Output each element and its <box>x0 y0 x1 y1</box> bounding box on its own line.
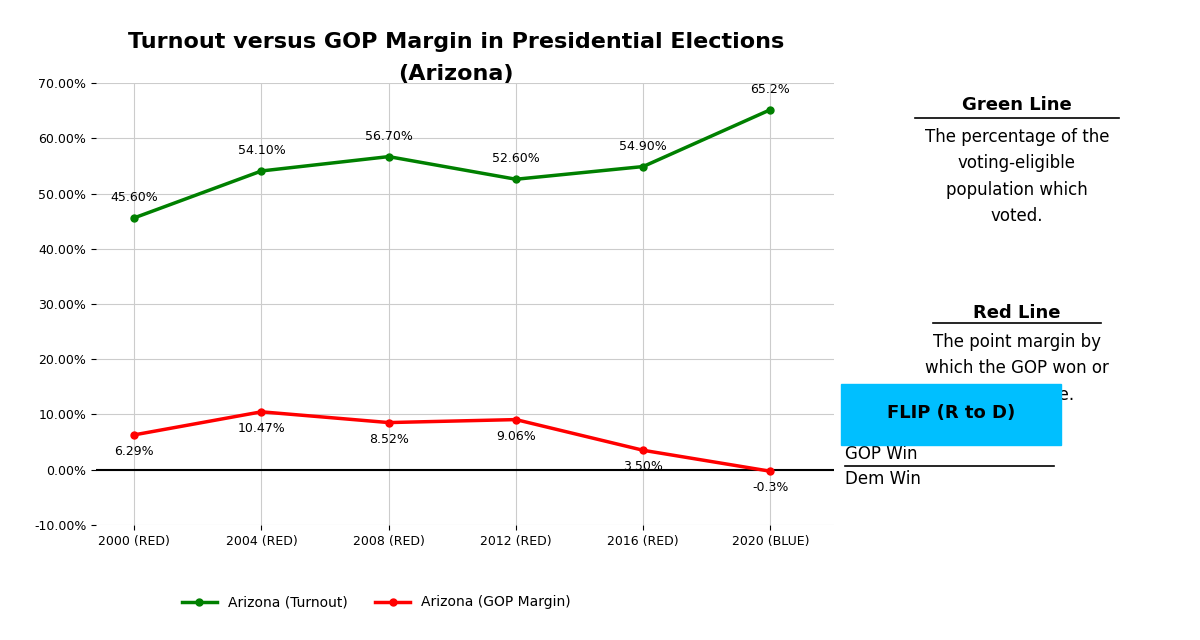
Text: GOP Win: GOP Win <box>845 445 918 463</box>
Text: 45.60%: 45.60% <box>110 191 158 204</box>
Legend: Arizona (Turnout), Arizona (GOP Margin): Arizona (Turnout), Arizona (GOP Margin) <box>176 590 576 615</box>
Text: 8.52%: 8.52% <box>368 433 408 445</box>
Text: -0.3%: -0.3% <box>752 481 788 494</box>
Text: Dem Win: Dem Win <box>845 470 920 488</box>
Text: 10.47%: 10.47% <box>238 422 286 435</box>
Text: 65.2%: 65.2% <box>750 83 791 96</box>
FancyBboxPatch shape <box>841 384 1061 445</box>
Text: Turnout versus GOP Margin in Presidential Elections: Turnout versus GOP Margin in Presidentia… <box>128 32 784 52</box>
Text: 3.50%: 3.50% <box>623 460 664 473</box>
Text: 54.90%: 54.90% <box>619 140 667 153</box>
Text: The point margin by
which the GOP won or
lost the state.: The point margin by which the GOP won or… <box>925 333 1109 404</box>
Text: Green Line: Green Line <box>962 96 1072 114</box>
Text: 52.60%: 52.60% <box>492 152 540 166</box>
Text: (Arizona): (Arizona) <box>398 64 514 84</box>
Text: 9.06%: 9.06% <box>496 429 535 442</box>
Text: FLIP (R to D): FLIP (R to D) <box>887 404 1015 422</box>
Text: 6.29%: 6.29% <box>114 445 154 458</box>
Text: 54.10%: 54.10% <box>238 144 286 157</box>
Text: 56.70%: 56.70% <box>365 130 413 143</box>
Text: Red Line: Red Line <box>973 304 1061 322</box>
Text: The percentage of the
voting-eligible
population which
voted.: The percentage of the voting-eligible po… <box>925 128 1109 225</box>
